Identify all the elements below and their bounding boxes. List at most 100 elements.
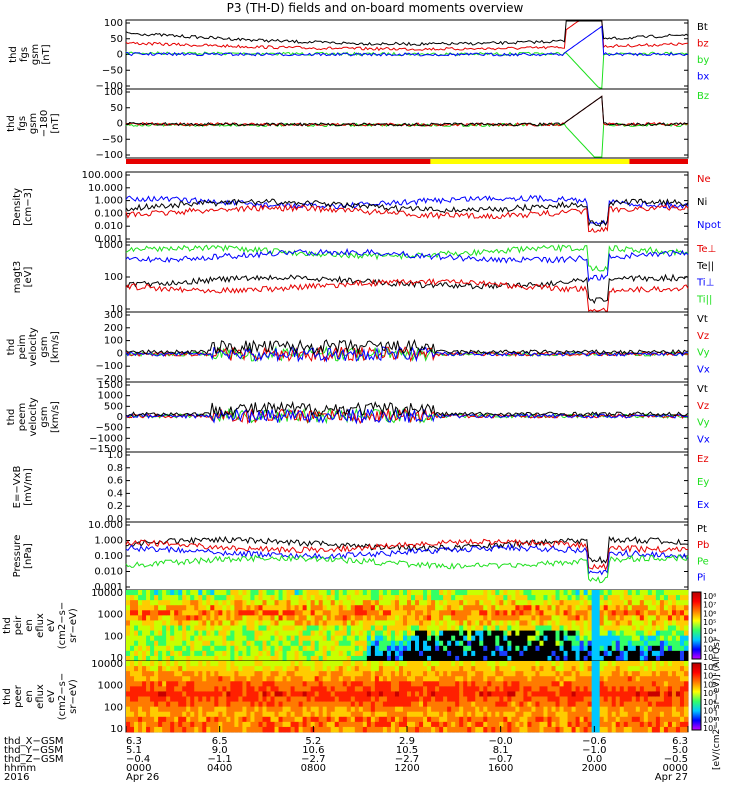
spectrogram-cell: [491, 615, 496, 621]
spectrogram-cell: [419, 676, 424, 682]
spectrogram-cell: [431, 666, 436, 672]
spectrogram-cell: [338, 691, 344, 697]
spectrogram-cell: [362, 630, 368, 637]
spectrogram-cell: [382, 635, 388, 642]
spectrogram-cell: [439, 691, 444, 697]
spectrogram-cell: [370, 711, 376, 718]
spectrogram-cell: [170, 620, 175, 626]
spectrogram-cell: [439, 686, 444, 692]
spectrogram-cell: [358, 681, 364, 687]
spectrogram-cell: [583, 671, 589, 677]
spectrogram-cell: [655, 711, 661, 718]
spectrogram-cell: [242, 645, 247, 652]
spectrogram-cell: [579, 635, 585, 642]
spectrogram-cell: [230, 671, 235, 677]
spectrogram-cell: [382, 625, 388, 631]
spectrogram-cell: [675, 610, 681, 616]
spectrogram-cell: [663, 655, 669, 662]
spectrogram-cell: [146, 605, 151, 611]
spectrogram-cell: [282, 711, 287, 718]
spectrogram-cell: [539, 661, 544, 667]
spectrogram-cell: [334, 701, 340, 708]
spectrogram-cell: [334, 595, 340, 601]
spectrogram-cell: [447, 721, 452, 728]
spectrogram-cell: [182, 625, 187, 631]
spectrogram-cell: [146, 610, 151, 616]
spectrogram-cell: [511, 696, 516, 702]
spectrogram-cell: [535, 706, 540, 713]
spectrogram-cell: [583, 640, 589, 647]
spectrogram-cell: [342, 600, 348, 606]
legend-entry: Vz: [697, 331, 709, 342]
spectrogram-cell: [362, 661, 368, 667]
spectrogram-cell: [411, 726, 416, 733]
spectrogram-cell: [306, 615, 312, 621]
spectrogram-cell: [178, 671, 183, 677]
spectrogram-cell: [527, 635, 532, 642]
spectrogram-cell: [467, 706, 472, 713]
spectrogram-cell: [286, 625, 291, 631]
spectrogram-cell: [350, 661, 356, 667]
spectrogram-cell: [178, 696, 183, 702]
spectrogram-cell: [398, 625, 404, 631]
spectrogram-cell: [467, 701, 472, 708]
spectrogram-cell: [587, 625, 593, 631]
spectrogram-cell: [435, 721, 440, 728]
spectrogram-cell: [423, 701, 428, 708]
spectrogram-cell: [595, 595, 601, 601]
spectrogram-cell: [230, 691, 235, 697]
spectrogram-cell: [599, 681, 605, 687]
spectrogram-cell: [190, 661, 195, 667]
spectrogram-cell: [198, 666, 203, 672]
spectrogram-cell: [563, 711, 568, 718]
spectrogram-cell: [374, 661, 380, 667]
spectrogram-cell: [651, 701, 657, 708]
spectrogram-cell: [647, 635, 653, 642]
spectrogram-cell: [663, 635, 669, 642]
spectrogram-cell: [278, 655, 283, 662]
spectrogram-cell: [475, 615, 480, 621]
spectrogram-cell: [382, 615, 388, 621]
spectrogram-cell: [374, 666, 380, 672]
spectrogram-cell: [603, 655, 609, 662]
spectrogram-cell: [567, 706, 572, 713]
spectrogram-cell: [451, 650, 456, 657]
spectrogram-cell: [246, 610, 251, 616]
spectrogram-cell: [575, 706, 581, 713]
spectrogram-cell: [322, 661, 328, 667]
y-axis-label: [nT]: [50, 113, 61, 133]
spectrogram-cell: [270, 625, 275, 631]
spectrogram-cell: [575, 630, 581, 637]
spectrogram-cell: [202, 696, 207, 702]
spectrogram-cell: [631, 630, 637, 637]
spectrogram-cell: [246, 671, 251, 677]
spectrogram-cell: [631, 610, 637, 616]
y-axis-label: sr−eV): [68, 679, 79, 714]
spectrogram-cell: [643, 696, 649, 702]
spectrogram-cell: [575, 676, 581, 682]
spectrogram-cell: [651, 716, 657, 723]
spectrogram-cell: [186, 661, 191, 667]
spectrogram-cell: [166, 600, 171, 606]
spectrogram-cell: [467, 620, 472, 626]
spectrogram-cell: [206, 661, 211, 667]
spectrogram-cell: [154, 600, 159, 606]
spectrogram-cell: [198, 716, 203, 723]
spectrogram-cell: [423, 590, 428, 596]
spectrogram-cell: [270, 701, 275, 708]
spectrogram-cell: [398, 726, 404, 733]
spectrogram-cell: [407, 691, 412, 697]
spectrogram-cell: [194, 666, 199, 672]
spectrogram-cell: [390, 671, 396, 677]
spectrogram-cell: [178, 721, 183, 728]
spectrogram-cell: [370, 625, 376, 631]
legend-entry: Ey: [697, 477, 709, 488]
spectrogram-cell: [126, 671, 131, 677]
spectrogram-cell: [683, 620, 689, 626]
spectrogram-cell: [587, 721, 593, 728]
spectrogram-cell: [595, 666, 601, 672]
spectrogram-cell: [423, 661, 428, 667]
spectrogram-cell: [226, 610, 231, 616]
spectrogram-cell: [459, 671, 464, 677]
spectrogram-cell: [286, 630, 291, 637]
